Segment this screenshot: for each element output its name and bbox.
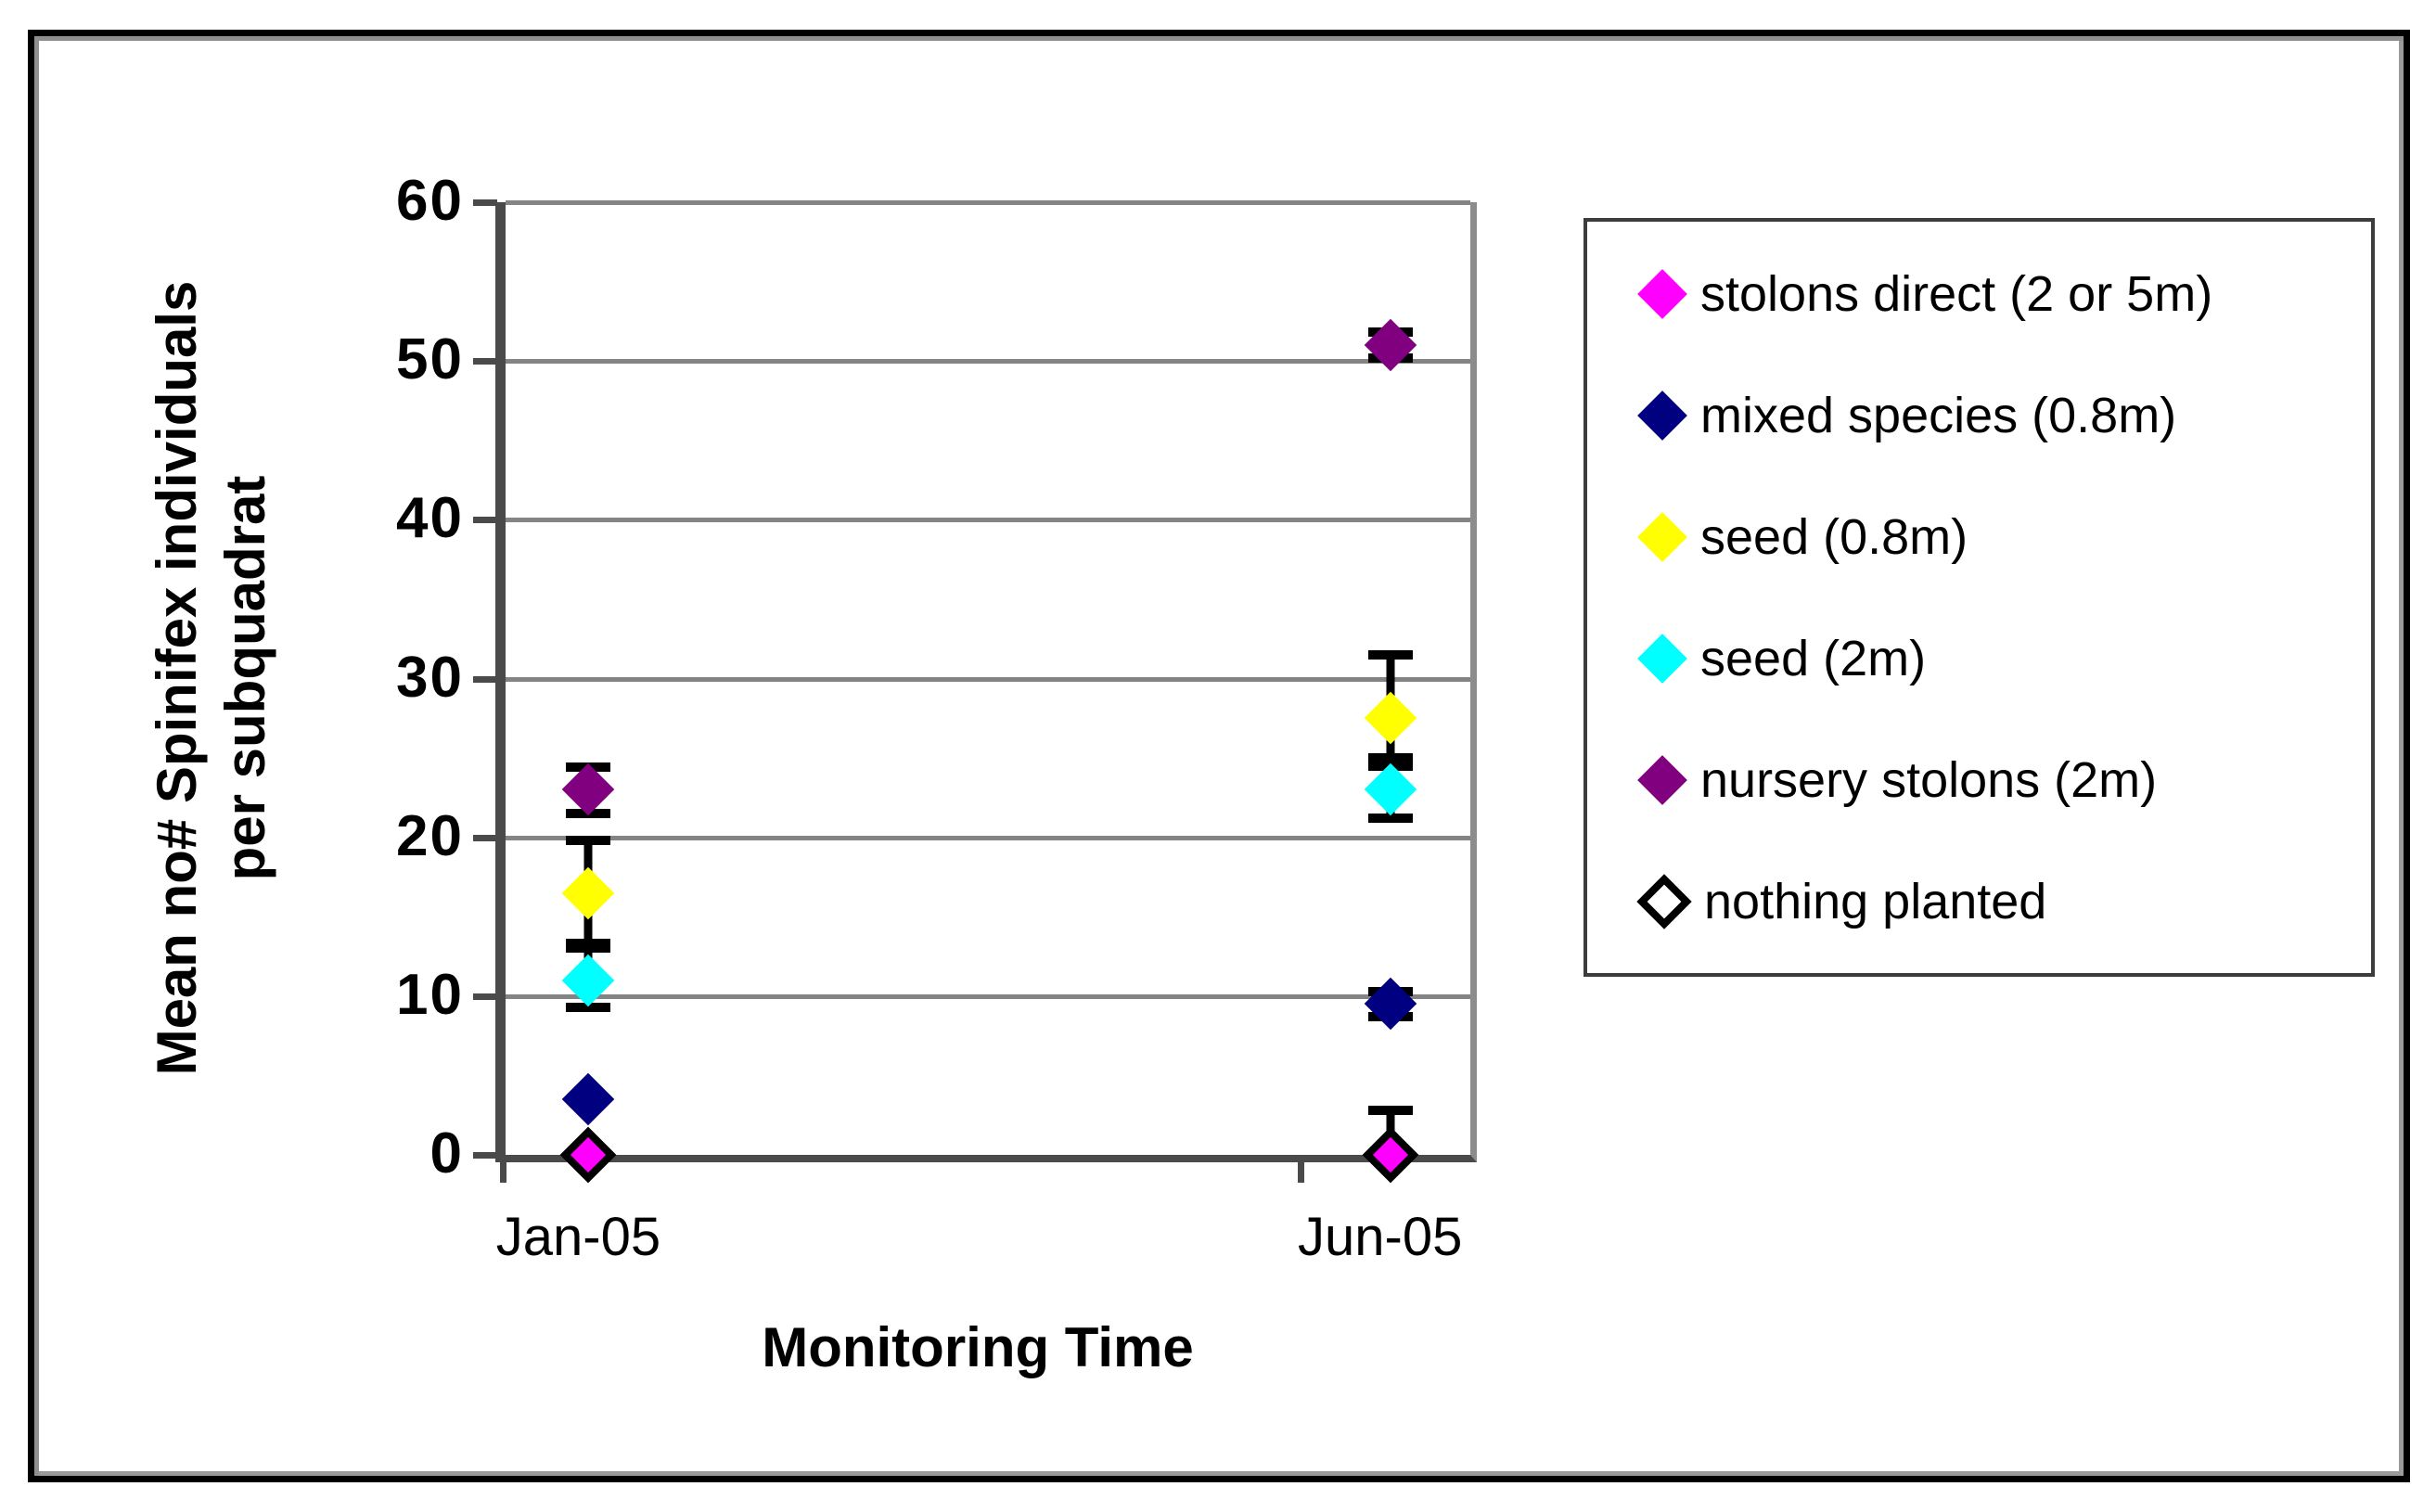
diamond-icon — [1637, 754, 1687, 805]
x-tick-label-Jan-05: Jan-05 — [495, 1207, 661, 1267]
diamond-icon — [1637, 268, 1687, 319]
legend-item-3: seed (2m) — [1587, 630, 2371, 687]
open-diamond-icon — [1636, 873, 1692, 929]
figure-border — [28, 30, 2410, 1482]
y-axis-tick-50 — [473, 358, 497, 365]
data-point-marker-s1-Jan-05 — [562, 1072, 615, 1126]
error-bar-cap — [566, 1002, 611, 1012]
y-axis-tick-40 — [473, 517, 497, 524]
gridline-60 — [506, 200, 1470, 205]
legend-item-label: seed (2m) — [1700, 630, 1927, 686]
diamond-icon — [1637, 511, 1687, 562]
y-axis-tick-0 — [473, 1152, 497, 1159]
data-point-marker-s2-Jan-05 — [562, 866, 615, 919]
error-bar-cap — [566, 943, 611, 954]
legend-item-label: nursery stolons (2m) — [1700, 751, 2158, 808]
error-bar-cap — [1367, 649, 1413, 660]
legend-item-5: nothing planted — [1587, 873, 2371, 930]
legend-item-label: stolons direct (2 or 5m) — [1700, 265, 2213, 322]
x-axis-title: Monitoring Time — [762, 1316, 1194, 1378]
y-axis-tick-30 — [473, 675, 497, 683]
diamond-icon — [1637, 633, 1687, 684]
legend: stolons direct (2 or 5m) mixed species (0… — [1583, 218, 2375, 977]
legend-item-label: nothing planted — [1704, 873, 2047, 929]
data-point-marker-s1-Jun-05 — [1364, 978, 1417, 1031]
gridline-10 — [506, 993, 1470, 999]
y-tick-label-40: 40 — [396, 486, 464, 551]
y-axis-tick-10 — [473, 993, 497, 1000]
legend-item-2: seed (0.8m) — [1587, 508, 2371, 566]
gridline-20 — [506, 835, 1470, 840]
legend-item-4: nursery stolons (2m) — [1587, 751, 2371, 809]
y-tick-label-10: 10 — [396, 962, 464, 1027]
error-bar-cap — [566, 836, 611, 846]
data-point-marker-s3-Jun-05 — [1364, 763, 1417, 816]
legend-item-label: seed (0.8m) — [1700, 508, 1968, 565]
y-axis-tick-20 — [473, 834, 497, 841]
legend-item-0: stolons direct (2 or 5m) — [1587, 265, 2371, 323]
legend-item-1: mixed species (0.8m) — [1587, 387, 2371, 444]
error-bar-cap — [1367, 1106, 1413, 1116]
x-axis-tick-1 — [1298, 1162, 1305, 1183]
legend-item-label: mixed species (0.8m) — [1700, 387, 2177, 443]
y-tick-label-20: 20 — [396, 803, 464, 868]
error-bar-cap — [566, 939, 611, 949]
y-axis-title: Mean no# Spinifex individuals per subqua… — [143, 281, 280, 1076]
y-axis-tick-60 — [473, 199, 497, 206]
plot-area — [495, 200, 1477, 1184]
error-bar-cap — [1367, 814, 1413, 824]
error-bar-cap — [1367, 753, 1413, 763]
x-axis-tick-0 — [500, 1162, 507, 1183]
y-axis-title-line2: per subquadrat — [214, 475, 276, 881]
y-tick-label-30: 30 — [396, 645, 464, 710]
data-point-marker-s2-Jun-05 — [1364, 691, 1417, 745]
gridline-50 — [506, 359, 1470, 365]
gridline-40 — [506, 518, 1470, 523]
gridline-30 — [506, 676, 1470, 682]
y-tick-label-0: 0 — [430, 1121, 464, 1185]
y-tick-label-50: 50 — [396, 327, 464, 392]
diamond-icon — [1637, 390, 1687, 441]
y-tick-label-60: 60 — [396, 169, 464, 233]
y-axis-title-line1: Mean no# Spinifex individuals — [146, 280, 208, 1076]
x-tick-label-Jun-05: Jun-05 — [1298, 1207, 1463, 1267]
